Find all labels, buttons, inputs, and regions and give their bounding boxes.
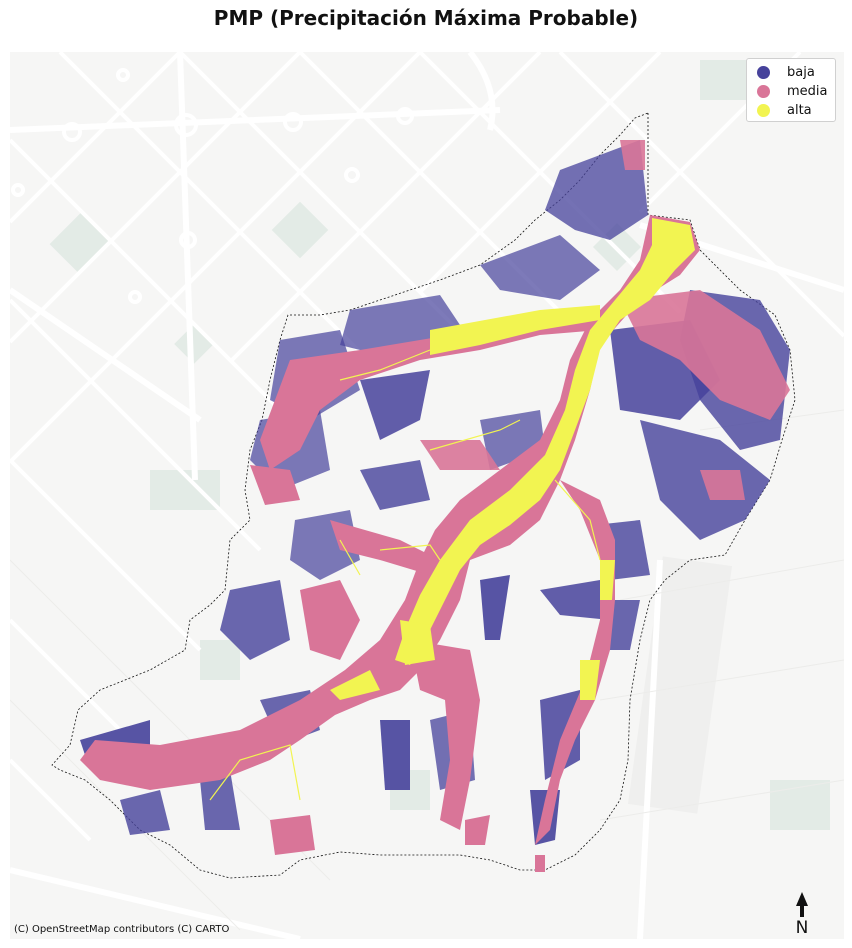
map-attribution: (C) OpenStreetMap contributors (C) CARTO — [14, 924, 230, 935]
legend-swatch-baja — [757, 66, 770, 79]
legend-swatch-alta — [757, 104, 770, 117]
channel-lines — [209, 349, 601, 801]
north-arrow-label: N — [795, 918, 809, 938]
north-arrow-icon — [796, 892, 808, 917]
legend-label-baja: baja — [787, 65, 815, 80]
legend-swatch-media — [757, 85, 770, 98]
legend-item-alta: alta — [757, 101, 835, 120]
legend-item-baja: baja — [757, 63, 835, 82]
legend-item-media: media — [757, 82, 835, 101]
legend-label-alta: alta — [787, 103, 812, 118]
map-canvas[interactable] — [10, 52, 844, 939]
zone-alta — [330, 218, 695, 700]
north-arrow: N — [790, 890, 814, 940]
legend-label-media: media — [787, 84, 828, 99]
map-legend: baja media alta — [746, 58, 836, 122]
map-title: PMP (Precipitación Máxima Probable) — [213, 6, 639, 30]
